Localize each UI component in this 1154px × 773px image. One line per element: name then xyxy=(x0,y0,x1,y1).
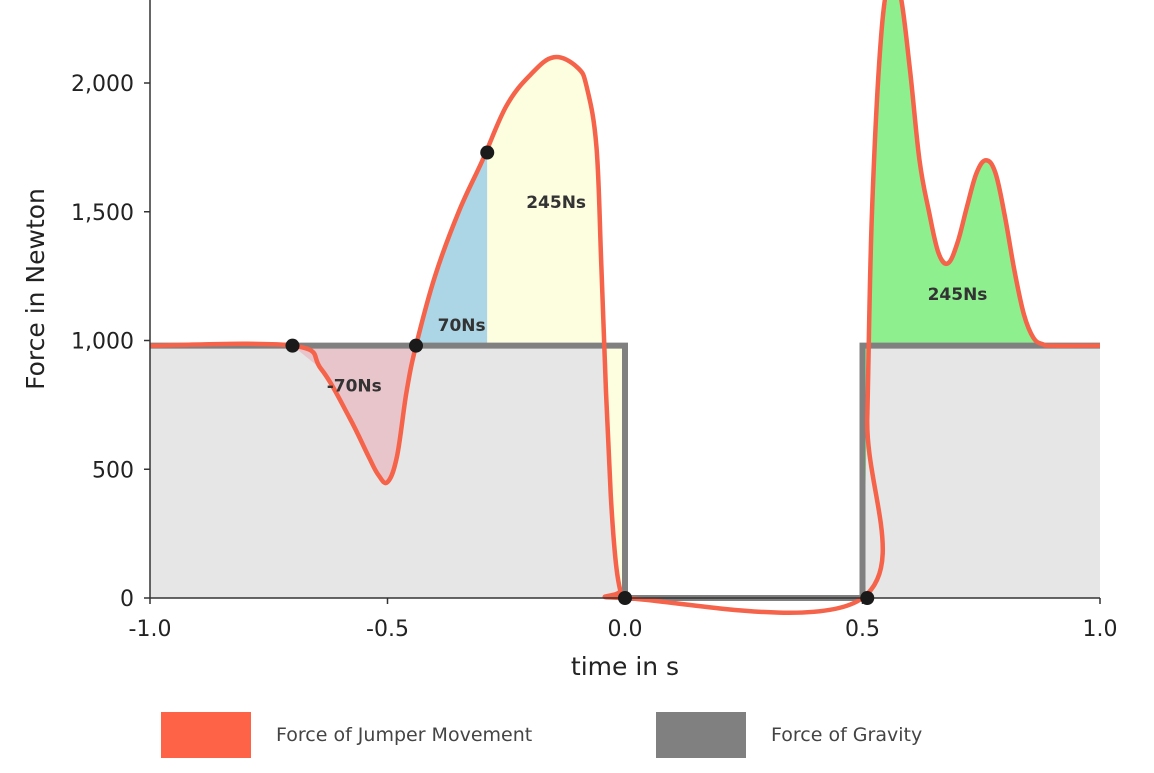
impulse-label-2: 70Ns xyxy=(438,316,486,336)
marked-point xyxy=(285,338,300,353)
y-tick-label: 1,500 xyxy=(71,201,134,226)
x-tick-label: -0.5 xyxy=(366,617,409,642)
y-tick-label: 1,000 xyxy=(71,330,134,355)
legend-jumper-movement: Force of Jumper Movement xyxy=(161,712,532,758)
x-tick-label: 0.5 xyxy=(845,617,880,642)
force-time-chart: -1.0 -0.5 0.0 0.5 1.0 0 500 1,000 1,500 2,000 time… xyxy=(21,0,1118,681)
y-tick-label: 500 xyxy=(92,458,134,483)
impulse-region-4 xyxy=(862,0,1053,598)
x-axis-title: time in s xyxy=(571,652,679,681)
legend-label-gravity: Force of Gravity xyxy=(771,724,923,746)
legend-label-jumper: Force of Jumper Movement xyxy=(276,724,533,746)
legend-gravity: Force of Gravity xyxy=(656,712,922,758)
impulse-label-4: 245Ns xyxy=(928,285,988,305)
legend-swatch-jumper xyxy=(161,712,251,758)
x-tick-label: -1.0 xyxy=(129,617,172,642)
x-tick-label: 1.0 xyxy=(1083,617,1118,642)
impulse-label-3: 245Ns xyxy=(526,193,586,213)
y-axis-title: Force in Newton xyxy=(21,188,50,390)
x-tick-label: 0.0 xyxy=(608,617,643,642)
impulse-label-1: -70Ns xyxy=(327,377,382,397)
y-tick-label: 2,000 xyxy=(71,72,134,97)
marked-point xyxy=(480,145,495,160)
legend-swatch-gravity xyxy=(656,712,746,758)
marked-point xyxy=(618,591,632,605)
marked-point xyxy=(409,338,423,353)
y-tick-label: 0 xyxy=(120,587,134,612)
impulse-region-1 xyxy=(292,345,416,482)
impulse-region-3 xyxy=(487,57,625,598)
impulse-region-2 xyxy=(416,149,488,346)
marked-point xyxy=(860,591,875,605)
